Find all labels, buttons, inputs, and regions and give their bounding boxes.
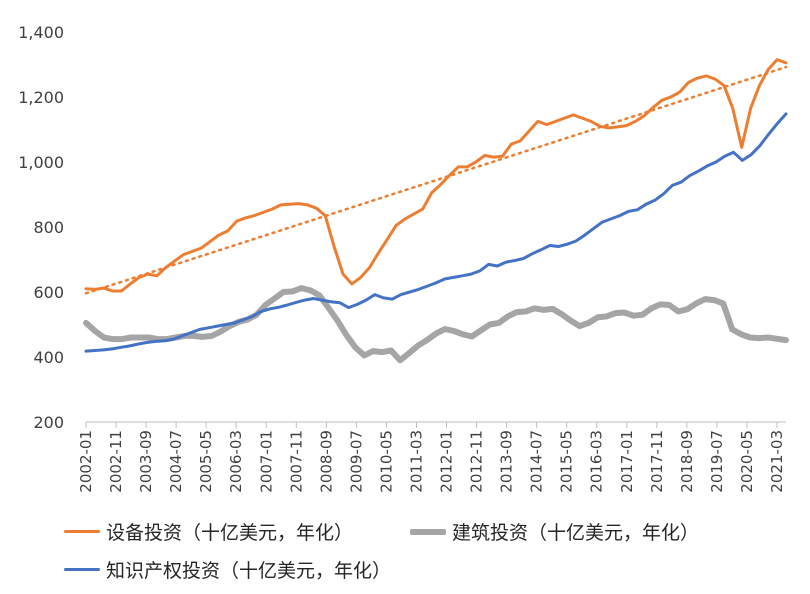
x-tick-label: 2013-09 — [498, 430, 516, 493]
legend-swatch-equipment — [64, 530, 100, 533]
y-tick-label: 1,400 — [18, 23, 64, 42]
x-tick-label: 2020-05 — [738, 430, 756, 493]
y-tick-label: 200 — [33, 413, 64, 432]
legend-item-equipment: 设备投资（十亿美元，年化） — [64, 518, 353, 545]
x-tick-label: 2005-05 — [197, 430, 215, 493]
x-axis: 2002-01 2002-11 2003-09 2004-07 2005-05 2006-… — [77, 421, 786, 493]
x-tick-label: 2017-01 — [618, 430, 636, 493]
y-tick-label: 1,200 — [18, 88, 64, 107]
legend-label-construction: 建筑投资（十亿美元，年化） — [452, 522, 700, 544]
x-tick-label: 2015-05 — [558, 430, 576, 493]
x-tick-label: 2002-01 — [77, 430, 95, 493]
legend-swatch-ip — [64, 568, 100, 571]
series-group — [83, 58, 789, 364]
x-tick-label: 2018-09 — [678, 430, 696, 493]
x-tick-label: 2010-05 — [377, 430, 395, 493]
legend-item-construction: 建筑投资（十亿美元，年化） — [410, 518, 699, 545]
x-tick-label: 2016-03 — [588, 430, 606, 493]
y-tick-label: 1,000 — [18, 153, 64, 172]
x-tick-label: 2017-11 — [648, 430, 666, 493]
x-tick-label: 2014-07 — [528, 430, 546, 493]
series-line-2 — [84, 112, 788, 353]
trendline — [84, 65, 788, 295]
y-tick-label: 600 — [33, 283, 64, 302]
x-tick-label: 2008-09 — [317, 430, 335, 493]
legend-label-equipment: 设备投资（十亿美元，年化） — [106, 522, 354, 544]
x-tick-label: 2006-03 — [227, 430, 245, 493]
x-tick-label: 2012-01 — [438, 430, 456, 493]
x-tick-label: 2007-01 — [257, 430, 275, 493]
x-tick-label: 2021-03 — [768, 430, 786, 493]
x-tick-label: 2019-07 — [708, 430, 726, 493]
x-tick-label: 2004-07 — [167, 430, 185, 493]
x-tick-label: 2003-09 — [137, 430, 155, 493]
x-tick-label: 2002-11 — [107, 430, 125, 493]
x-tick-label: 2011-03 — [407, 430, 425, 493]
x-tick-label: 2007-11 — [287, 430, 305, 493]
legend: 设备投资（十亿美元，年化） 建筑投资（十亿美元，年化） 知识产权投资（十亿美元，… — [0, 518, 810, 594]
series-line-1 — [83, 285, 789, 364]
series-line-0 — [84, 58, 788, 293]
y-axis-ticks: 200 400 600 800 1,000 1,200 1,400 — [18, 23, 64, 432]
y-tick-label: 400 — [33, 348, 64, 367]
x-tick-label: 2009-07 — [347, 430, 365, 493]
legend-label-ip: 知识产权投资（十亿美元，年化） — [106, 560, 392, 582]
legend-item-ip: 知识产权投资（十亿美元，年化） — [64, 556, 391, 583]
y-tick-label: 800 — [33, 218, 64, 237]
x-tick-label: 2012-11 — [468, 430, 486, 493]
legend-swatch-construction — [410, 528, 446, 535]
